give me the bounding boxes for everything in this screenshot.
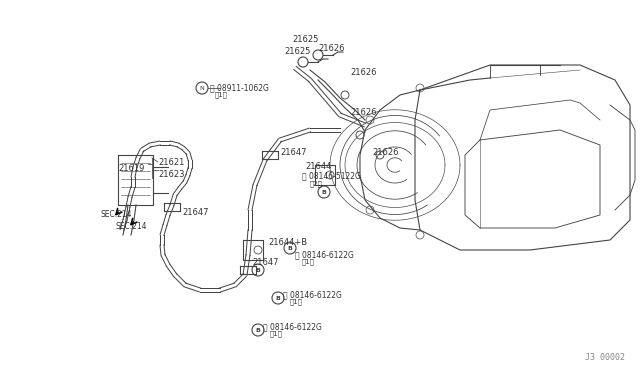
Text: 21626: 21626 [318,44,344,53]
Text: 〈1〉: 〈1〉 [215,91,228,97]
Text: 21625: 21625 [284,47,310,56]
Text: 21621: 21621 [158,158,184,167]
Text: 21626: 21626 [350,108,376,117]
Text: Ⓑ 08146-5122G: Ⓑ 08146-5122G [302,171,361,180]
Text: 21626: 21626 [350,68,376,77]
Text: B: B [276,295,280,301]
Text: 〈1〉: 〈1〉 [302,258,315,264]
Text: B: B [255,267,260,273]
Text: Ⓑ 08146-6122G: Ⓑ 08146-6122G [263,322,322,331]
Text: N: N [200,86,204,90]
Text: B: B [321,189,326,195]
Text: 〈1〉: 〈1〉 [270,330,283,337]
Text: 21625: 21625 [293,35,319,44]
Text: Ⓝ 08911-1062G: Ⓝ 08911-1062G [210,83,269,92]
Text: 21619: 21619 [118,164,145,173]
Text: J3 00002: J3 00002 [585,353,625,362]
Text: 21647: 21647 [182,208,209,217]
Text: 21644: 21644 [305,162,332,171]
Text: 21647: 21647 [252,258,278,267]
Text: 21626: 21626 [372,148,399,157]
Text: Ⓡ 08146-6122G: Ⓡ 08146-6122G [283,290,342,299]
Text: SEC.214: SEC.214 [115,222,147,231]
Text: 21647: 21647 [280,148,307,157]
Text: Ⓑ 08146-6122G: Ⓑ 08146-6122G [295,250,354,259]
Text: 21623: 21623 [158,170,184,179]
Text: SEC.214: SEC.214 [100,210,131,219]
Text: B: B [255,327,260,333]
Text: 〈2〉: 〈2〉 [310,180,323,187]
Text: 21644+B: 21644+B [268,238,307,247]
Text: B: B [287,246,292,250]
Text: 〈1〉: 〈1〉 [290,298,303,305]
